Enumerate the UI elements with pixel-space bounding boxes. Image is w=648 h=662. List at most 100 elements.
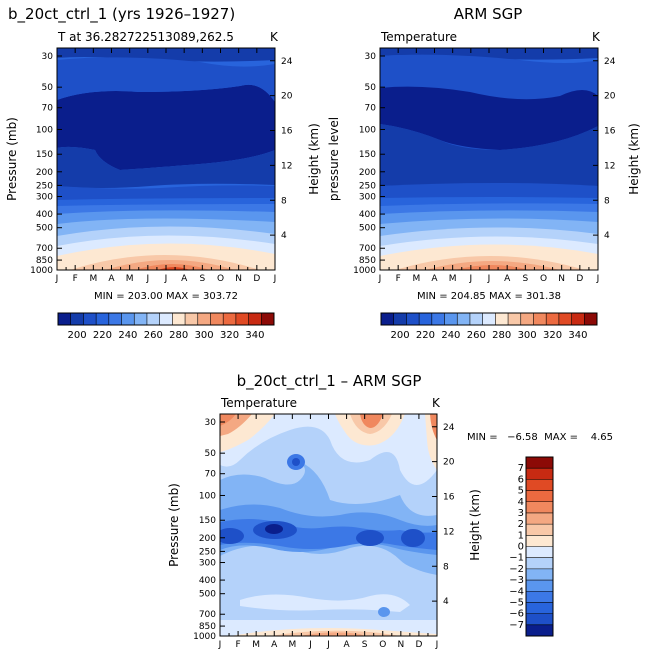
panel-obs-xtick-label: S <box>522 274 528 284</box>
band-minus3-low <box>378 607 390 617</box>
band-tropopause <box>380 86 598 150</box>
panel-obs-xtick-label: A <box>431 274 438 284</box>
panel-obs-ytick-label: 1000 <box>353 266 376 276</box>
panel-obs-ytick-label: 100 <box>359 125 376 135</box>
panel-diff-xtick-label: S <box>362 640 368 650</box>
panel-diff-subtitle: Temperature <box>220 396 297 410</box>
panel-obs-ytick-label: 500 <box>359 224 376 234</box>
panel-model-xtick-label: J <box>146 274 150 284</box>
band-plus3-surface <box>300 632 365 636</box>
colorbar-diff-label: −7 <box>509 620 524 631</box>
colorbar-diff-swatch <box>526 568 553 581</box>
colorbar-diff-swatch <box>526 479 553 491</box>
panel-diff-ytick-label: 150 <box>199 516 216 526</box>
panel-diff-ytick-label: 70 <box>205 470 217 480</box>
colorbar-model-label: 200 <box>68 330 87 341</box>
colorbar-diff-swatch <box>526 602 553 614</box>
panel-model-ytick-label: 200 <box>36 168 53 178</box>
panel-obs-ytick-label: 150 <box>359 150 376 160</box>
panel-obs-unit: K <box>592 30 601 44</box>
colorbar-diff-label: 2 <box>518 519 524 530</box>
panel-model-xtick-label: O <box>217 274 224 284</box>
colorbar-model-swatch <box>96 313 110 325</box>
panel-obs-ytick-label: 850 <box>359 256 376 266</box>
panel-obs-xtick-label: O <box>540 274 547 284</box>
band-strat <box>57 57 275 102</box>
colorbar-obs-swatch <box>419 313 433 325</box>
panel-model-xtick-label: F <box>73 274 78 284</box>
colorbar-obs-swatch <box>469 313 483 325</box>
panel-model-xtick-label: S <box>199 274 205 284</box>
colorbar-diff-swatch <box>526 557 553 570</box>
panel-diff-unit: K <box>432 396 441 410</box>
colorbar-model-swatch <box>235 313 249 325</box>
colorbar-model-swatch <box>197 313 211 325</box>
panel-diff-xtick-label: A <box>343 640 350 650</box>
colorbar-model-swatch <box>185 313 199 325</box>
panel-model-ytick-label: 850 <box>36 256 53 266</box>
colorbar-model-label: 320 <box>220 330 239 341</box>
panel-obs-xtick-label: J <box>487 274 491 284</box>
panel-model-ylabel: Pressure (mb) <box>5 117 19 201</box>
panel-model-axes: J F M A M J J A S O N D J 30 50 70 100 150 200 250 300 400 500… <box>30 48 293 284</box>
panel-obs-xtick-label: D <box>576 274 583 284</box>
band-minus5-upper <box>292 458 300 466</box>
colorbar-obs-swatch <box>381 313 395 325</box>
panel-model-ytick-right-label: 20 <box>281 92 293 102</box>
band-upper-trop <box>57 146 275 188</box>
panel-obs-title: ARM SGP <box>454 5 523 23</box>
panel-obs-ytick-label: 70 <box>365 104 377 114</box>
panel-diff-ytick-right-label: 20 <box>443 458 455 468</box>
panel-obs-stats: MIN = 204.85 MAX = 301.38 <box>417 291 561 302</box>
colorbar-diff-swatch <box>526 501 553 514</box>
panel-obs-ytick-right-label: 20 <box>604 92 616 102</box>
colorbar-obs-swatch <box>520 313 534 325</box>
colorbar-model-label: 260 <box>144 330 163 341</box>
panel-model-field <box>57 48 275 270</box>
panel-obs-xtick-label: J <box>378 274 382 284</box>
panel-model-ytick-label: 50 <box>42 83 54 93</box>
panel-model-xtick-label: J <box>164 274 168 284</box>
panel-obs-xtick-label: A <box>504 274 511 284</box>
panel-obs-xtick-label: J <box>469 274 473 284</box>
panel-obs-field <box>380 48 598 270</box>
colorbar-model-label: 240 <box>118 330 137 341</box>
panel-diff-xtick-label: J <box>308 640 312 650</box>
colorbar-diff-label: −5 <box>509 597 524 608</box>
panel-model-ytick-label: 150 <box>36 150 53 160</box>
band-upper-trop <box>380 124 598 186</box>
panel-model-subtitle: T at 36.282722513089,262.5 <box>57 30 234 44</box>
colorbar-obs: 200 220 240 260 280 300 320 340 <box>380 312 598 341</box>
panel-diff-xtick-label: A <box>271 640 278 650</box>
panel-model-title: b_20ct_ctrl_1 (yrs 1926–1927) <box>8 5 235 24</box>
colorbar-model-label: 220 <box>93 330 112 341</box>
panel-model-xtick-label: D <box>253 274 260 284</box>
band-0-low <box>240 594 410 612</box>
colorbar-model-label: 280 <box>169 330 188 341</box>
colorbar-obs-swatch <box>393 313 407 325</box>
panel-diff-xtick-label: D <box>415 640 422 650</box>
colorbar-model-swatch <box>172 313 186 325</box>
panel-obs-ytick-label: 250 <box>359 181 376 191</box>
colorbar-model-swatch <box>248 313 262 325</box>
colorbar-obs-swatch <box>482 313 496 325</box>
colorbar-obs-label: 300 <box>518 330 537 341</box>
colorbar-diff-swatch <box>526 524 553 536</box>
colorbar-obs-swatch <box>495 313 509 325</box>
panel-model-xtick-label: A <box>108 274 115 284</box>
colorbar-obs-swatch <box>508 313 522 325</box>
panel-diff-xtick-label: J <box>218 640 222 650</box>
colorbar-model-swatch <box>159 313 173 325</box>
panel-obs-ytick-label: 30 <box>365 52 377 62</box>
panel-diff-ytick-label: 500 <box>199 590 216 600</box>
colorbar-obs-swatch <box>584 313 598 325</box>
colorbar-diff-swatch <box>526 457 553 469</box>
panel-diff-ytick-right-label: 16 <box>443 493 455 503</box>
panel-diff-ytick-label: 50 <box>205 449 217 459</box>
panel-obs-ylabel: pressure level <box>327 117 341 201</box>
panel-diff-ytick-right-label: 12 <box>443 527 454 537</box>
panel-obs-xtick-label: M <box>449 274 457 284</box>
colorbar-model: 200 220 240 260 280 300 320 340 <box>57 312 275 341</box>
panel-obs-ytick-right-label: 8 <box>604 196 610 206</box>
